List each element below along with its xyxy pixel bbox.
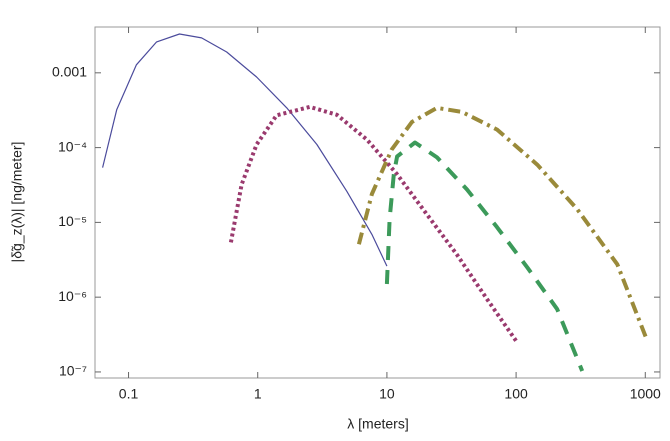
series-line (356, 105, 650, 342)
series-line (102, 33, 388, 267)
series-line (384, 140, 585, 372)
plot-frame (94, 26, 661, 379)
x-tick-label: 1000 (630, 386, 661, 402)
series-line (228, 104, 518, 343)
x-tick-label: 100 (504, 386, 528, 402)
y-tick-label: 0.001 (52, 64, 87, 80)
y-tick-label: 10⁻⁷ (59, 363, 87, 379)
x-tick-label: 0.1 (119, 386, 139, 402)
x-tick-label: 1 (254, 386, 262, 402)
x-tick-label: 10 (379, 386, 395, 402)
y-axis-label: |δ̃g_z(λ)| [ng/meter] (9, 142, 25, 263)
x-axis-label: λ [meters] (347, 416, 408, 432)
y-tick-label: 10⁻⁵ (58, 213, 87, 229)
y-tick-label: 10⁻⁴ (58, 138, 87, 154)
y-tick-label: 10⁻⁶ (58, 288, 87, 304)
